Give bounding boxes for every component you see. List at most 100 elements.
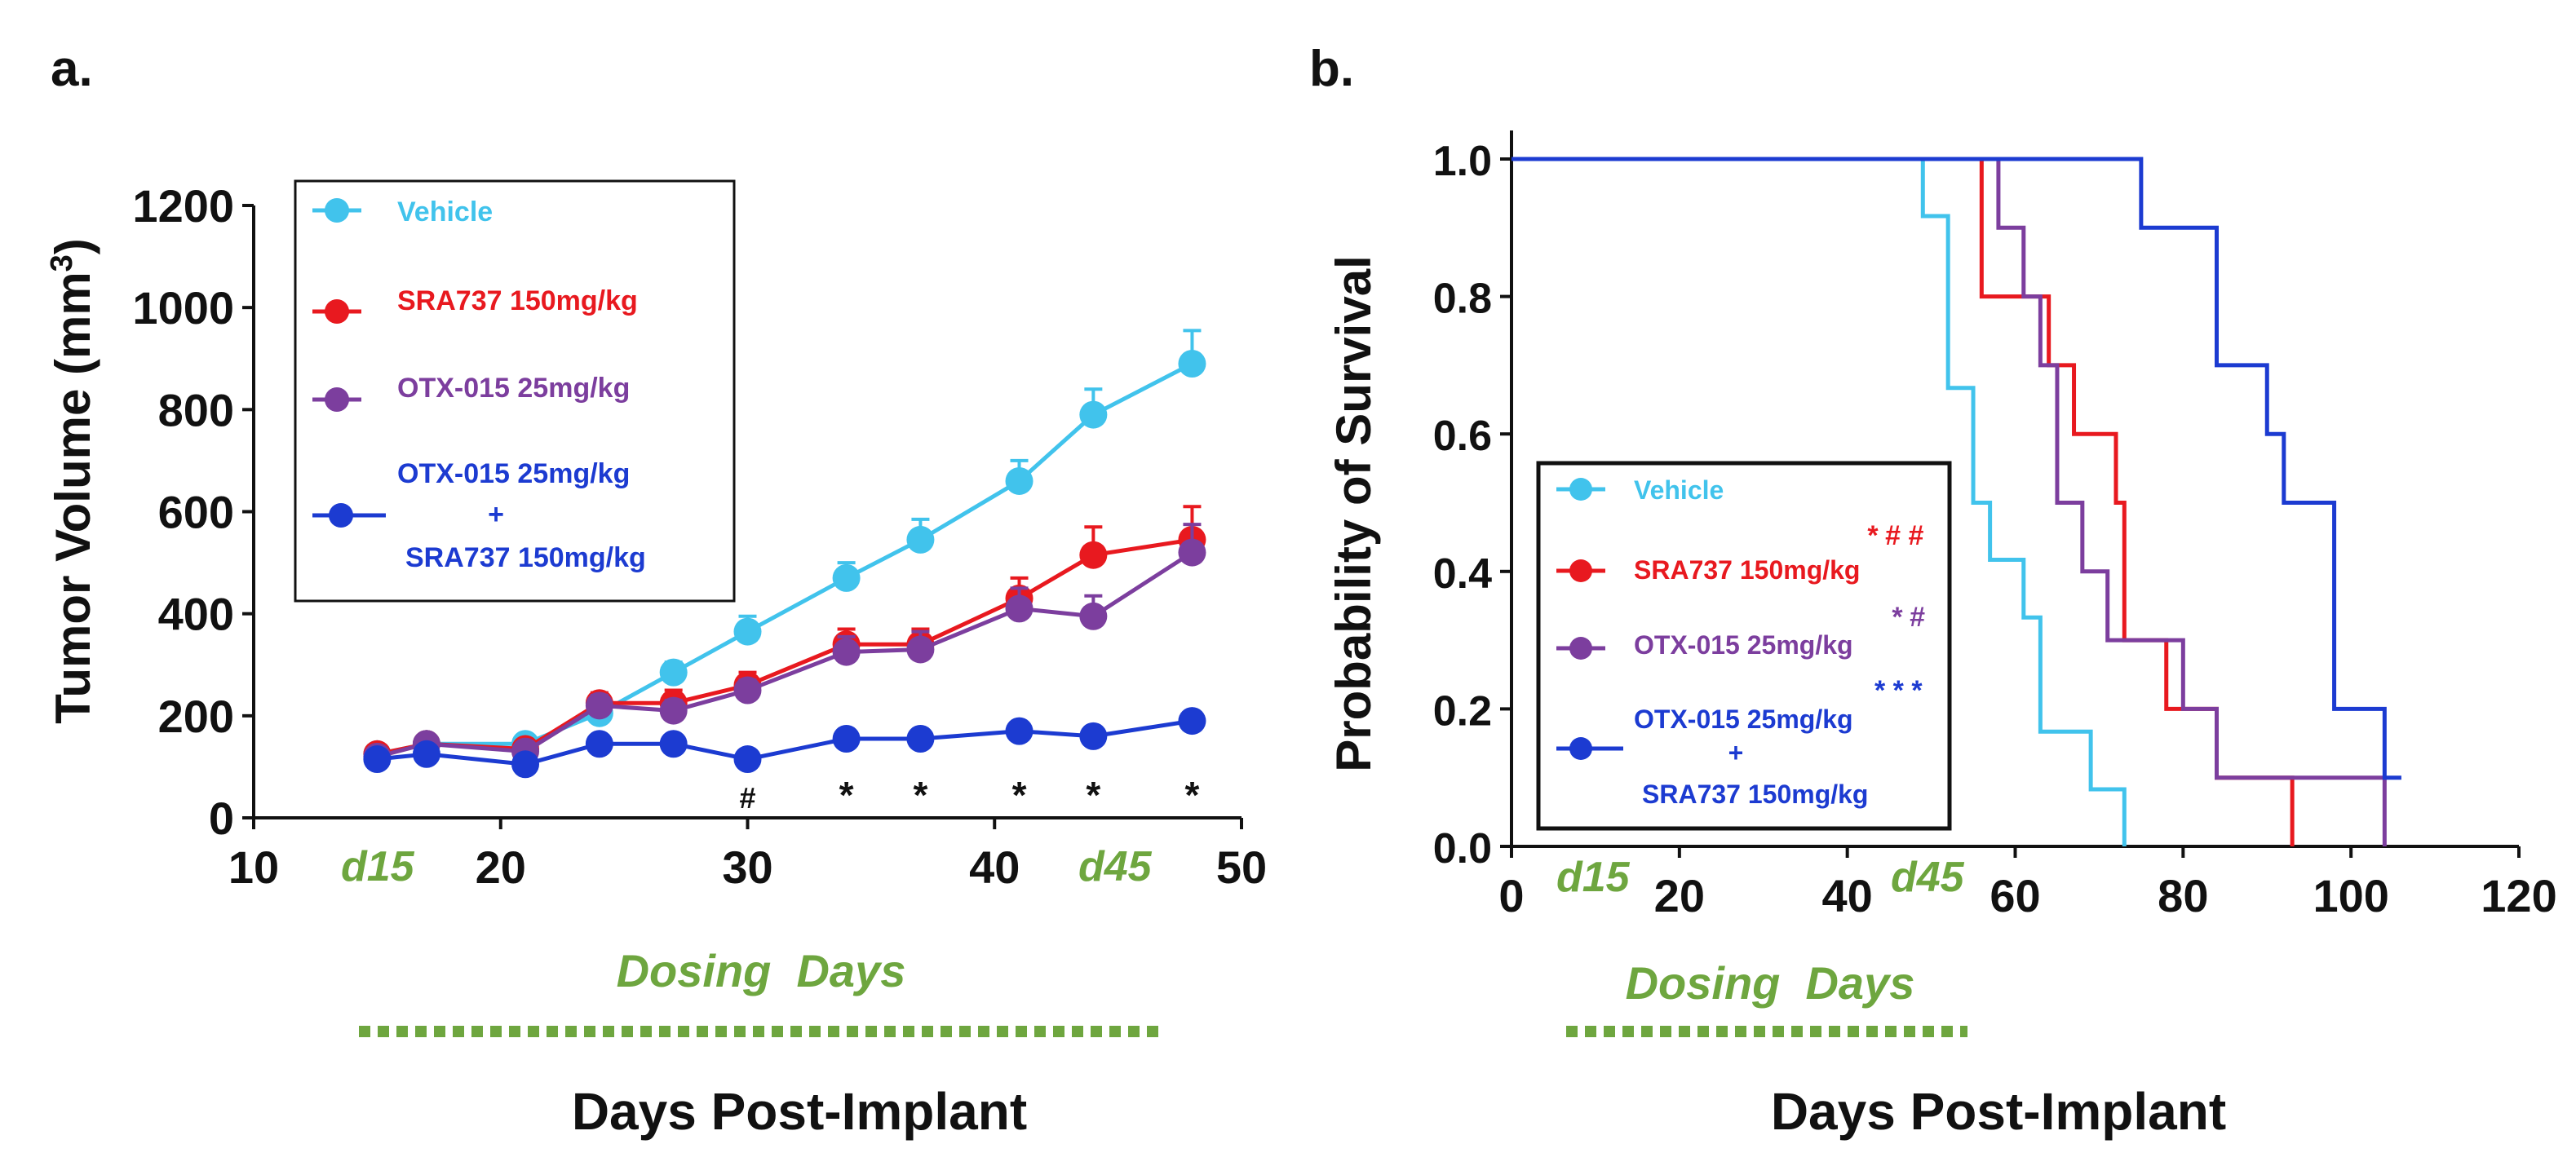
tumor-volume-data-point [906, 724, 935, 753]
tumor-volume-y-label-sup: 3 [45, 254, 79, 272]
legend-b-combo-plus: + [1728, 738, 1744, 767]
legend-b-sra-label: SRA737 150mg/kg [1634, 555, 1860, 585]
significance-marker: * [1012, 774, 1027, 816]
tumor-volume-x-tick-label: 20 [476, 841, 526, 893]
tumor-volume-y-tick-label: 200 [158, 691, 234, 742]
tumor-volume-x-axis-label: Days Post-Implant [572, 1082, 1027, 1141]
significance-marker: * [839, 774, 854, 816]
legend-a-sra-marker [325, 299, 349, 324]
survival-x-axis-label: Days Post-Implant [1771, 1082, 2226, 1141]
legend-b-combo-significance: * * * [1874, 675, 1923, 706]
survival-x-tick-label: 100 [2313, 870, 2388, 921]
survival-curve [1512, 157, 2127, 846]
tumor-volume-x-tick-label: 40 [969, 841, 1020, 893]
tumor-volume-data-point [511, 750, 540, 779]
tumor-volume-y-tick-label: 1000 [132, 282, 234, 334]
tumor-volume-axes: 10 20 30 40 50 0 200 400 600 800 1000 1200 [132, 180, 1267, 893]
survival-series [1512, 157, 2401, 846]
tumor-volume-data-point [659, 730, 688, 758]
tumor-volume-y-tick-label: 1200 [132, 180, 234, 232]
tumor-volume-data-point [906, 635, 935, 664]
survival-y-tick-label: 0.6 [1433, 413, 1492, 460]
survival-y-tick-label: 1.0 [1433, 138, 1492, 185]
legend-a-vehicle-label: Vehicle [397, 197, 493, 227]
legend-a-combo-plus: + [488, 499, 504, 530]
legend-a-combo-label-2: SRA737 150mg/kg [405, 542, 646, 573]
tumor-volume-annotations: # * * * * * [739, 774, 1199, 816]
dosing-end-marker-b: d45 [1891, 854, 1965, 901]
tumor-volume-data-point [733, 676, 762, 705]
tumor-volume-data-point [585, 730, 613, 758]
tumor-volume-x-tick-label: 30 [722, 841, 772, 893]
tumor-volume-data-point [832, 638, 861, 666]
survival-legend: Vehicle SRA737 150mg/kg * # # OTX-015 25… [1536, 461, 1952, 831]
survival-y-tick-label: 0.2 [1433, 687, 1492, 735]
tumor-volume-y-axis-label: Tumor Volume (mm3) [45, 238, 100, 724]
dosing-end-marker-a: d45 [1078, 843, 1153, 890]
legend-a-sra-label: SRA737 150mg/kg [397, 285, 638, 316]
tumor-volume-data-point [1005, 466, 1033, 495]
tumor-volume-data-point [659, 696, 688, 725]
tumor-volume-data-point [1005, 594, 1033, 623]
tumor-volume-data-point [1005, 717, 1033, 745]
dosing-days-label-a: Dosing Days [617, 945, 906, 996]
tumor-volume-data-point [1079, 602, 1108, 630]
tumor-volume-y-label-main: Tumor Volume (mm [46, 272, 100, 723]
tumor-volume-data-point [1178, 350, 1206, 378]
tumor-volume-data-point [1079, 541, 1108, 569]
survival-x-tick-label: 20 [1654, 870, 1705, 921]
tumor-volume-x-tick-label: 50 [1216, 841, 1267, 893]
legend-b-combo-label-1: OTX-015 25mg/kg [1634, 705, 1853, 734]
survival-chart: 0 20 40 60 80 100 120 0.0 0.2 0.4 0.6 0.8 1.0 Probab… [1326, 130, 2557, 1141]
survival-x-tick-label: 120 [2481, 870, 2556, 921]
panel-b-label: b. [1309, 41, 1354, 97]
survival-y-tick-label: 0.8 [1433, 276, 1492, 323]
significance-marker: # [739, 781, 755, 815]
survival-legend-box [1536, 461, 1952, 831]
dosing-start-marker-a: d15 [341, 843, 415, 890]
survival-x-tick-label: 80 [2158, 870, 2208, 921]
survival-y-tick-label: 0.0 [1433, 825, 1492, 872]
tumor-volume-data-point [1079, 400, 1108, 429]
survival-curve [1512, 157, 2401, 780]
legend-b-otx-marker [1569, 637, 1592, 660]
significance-marker: * [1184, 774, 1199, 816]
tumor-volume-data-point [733, 745, 762, 774]
legend-a-otx-marker [325, 387, 349, 412]
panel-a-label: a. [51, 41, 93, 97]
tumor-volume-x-tick-label: 10 [228, 841, 279, 893]
legend-a-combo-label-1: OTX-015 25mg/kg [397, 458, 630, 489]
tumor-volume-chart: 10 20 30 40 50 0 200 400 600 800 1000 1200 # * * * * * T… [45, 179, 1267, 1141]
tumor-volume-data-point [585, 691, 613, 720]
tumor-volume-y-tick-label: 0 [209, 793, 234, 844]
survival-x-tick-label: 0 [1498, 870, 1524, 921]
tumor-volume-y-label-close: ) [46, 238, 100, 254]
tumor-volume-legend-box [294, 179, 736, 603]
legend-b-combo-marker [1569, 737, 1592, 760]
tumor-volume-series [363, 329, 1206, 779]
tumor-volume-data-point [1178, 538, 1206, 567]
survival-y-tick-label: 0.4 [1433, 550, 1492, 598]
significance-marker: * [1086, 774, 1100, 816]
survival-axes: 0 20 40 60 80 100 120 0.0 0.2 0.4 0.6 0.8 1.0 [1433, 130, 2557, 921]
survival-x-tick-label: 40 [1822, 870, 1873, 921]
significance-marker: * [913, 774, 927, 816]
tumor-volume-data-point [832, 563, 861, 592]
tumor-volume-data-point [906, 525, 935, 554]
legend-b-combo-label-2: SRA737 150mg/kg [1642, 780, 1868, 809]
tumor-volume-legend: Vehicle SRA737 150mg/kg OTX-015 25mg/kg … [294, 179, 736, 603]
tumor-volume-y-tick-label: 600 [158, 487, 234, 538]
legend-b-sra-significance: * # # [1866, 520, 1923, 551]
tumor-volume-data-point [832, 724, 861, 753]
legend-b-sra-marker [1569, 559, 1592, 582]
tumor-volume-y-tick-label: 400 [158, 589, 234, 640]
survival-x-tick-label: 60 [1990, 870, 2040, 921]
tumor-volume-data-point [412, 740, 440, 768]
survival-y-axis-label: Probability of Survival [1326, 255, 1381, 772]
dosing-start-marker-b: d15 [1556, 854, 1631, 901]
tumor-volume-data-point [733, 617, 762, 646]
tumor-volume-y-tick-label: 800 [158, 384, 234, 435]
survival-curve [1512, 157, 2387, 846]
legend-b-otx-significance: * # [1891, 602, 1925, 633]
